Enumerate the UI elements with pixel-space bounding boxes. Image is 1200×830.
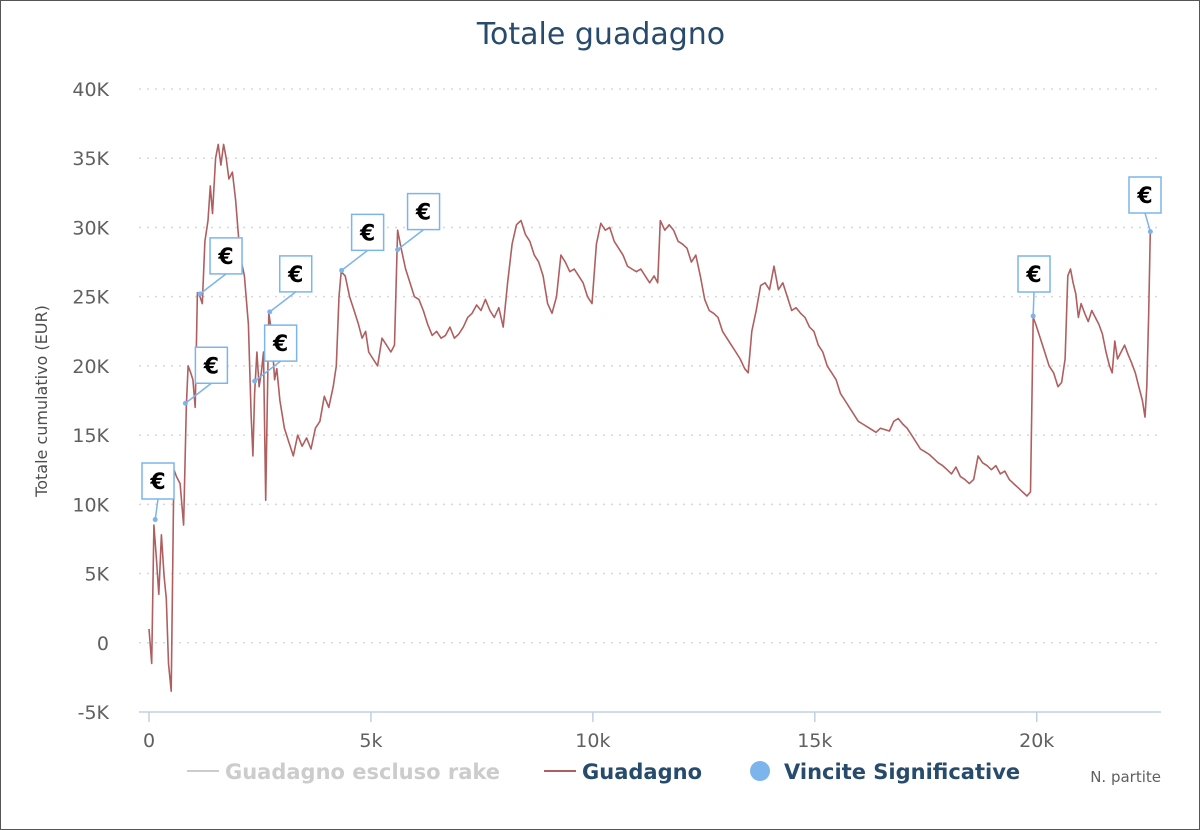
- flag-marker: [197, 291, 203, 297]
- y-tick-label: 5K: [84, 564, 109, 586]
- flag-connector: [1144, 212, 1152, 232]
- flag-box: [194, 346, 229, 385]
- flag-box: [406, 192, 441, 231]
- flag-connector: [397, 229, 425, 251]
- flag-box: [1128, 176, 1162, 214]
- flag-euro-label: €: [203, 354, 219, 379]
- flag-euro-label: €: [217, 245, 233, 270]
- x-tick-label: 10k: [575, 730, 610, 752]
- x-tick-label: 0: [143, 730, 155, 752]
- flag-connector: [1032, 291, 1035, 317]
- flag-connector: [154, 498, 159, 520]
- flag-marker: [152, 517, 158, 523]
- legend-item-label: Vincite Significative: [784, 760, 1020, 784]
- chart-title: Totale guadagno: [476, 17, 725, 52]
- flag-marker: [252, 378, 258, 384]
- flag-euro-label: €: [272, 332, 288, 357]
- legend-item-label: Guadagno escluso rake: [225, 760, 500, 784]
- flag-connector: [269, 291, 297, 313]
- flag-euro-label: €: [287, 263, 303, 288]
- flag-box: [263, 324, 298, 362]
- flag-box: [141, 462, 175, 500]
- y-tick-label: 25K: [72, 287, 109, 309]
- flag-connector: [254, 360, 282, 382]
- x-axis: 0 5k 10k 15k 20k: [139, 711, 1161, 752]
- grid-lines: [139, 88, 1161, 644]
- legend-marker-symbol: [750, 761, 771, 781]
- flags-layer: € € € € € € € € €: [141, 176, 1162, 523]
- y-tick-label: 20K: [72, 356, 109, 378]
- y-tick-label: 30K: [72, 217, 109, 239]
- x-axis-label: N. partite: [1090, 768, 1161, 786]
- x-tick-label: 15k: [797, 730, 832, 752]
- series-layer: [148, 143, 1152, 692]
- flag-marker: [267, 309, 273, 315]
- flag-marker: [1030, 313, 1036, 319]
- y-tick-label: 40K: [72, 79, 109, 101]
- flag-connector: [184, 382, 212, 404]
- flag-marker: [1147, 229, 1153, 235]
- flag-marker: [182, 400, 188, 406]
- flag-connector: [341, 249, 369, 271]
- legend: Guadagno escluso rake Guadagno Vincite Sig…: [187, 760, 1020, 784]
- y-tick-label: 15K: [72, 425, 109, 447]
- x-tick-label: 20k: [1019, 730, 1054, 752]
- y-tick-label: 0: [97, 633, 109, 655]
- y-tick-label: 35K: [72, 148, 109, 170]
- flag-euro-label: €: [1136, 184, 1152, 209]
- flag-box: [350, 213, 385, 252]
- legend-item-label: Guadagno: [582, 760, 702, 784]
- flag-euro-label: €: [415, 201, 431, 226]
- flag-marker: [395, 247, 401, 253]
- flag-euro-label: €: [1025, 263, 1041, 288]
- y-tick-label: 10K: [72, 494, 109, 516]
- flag-box: [278, 255, 313, 293]
- y-axis-ticks: -5K 0 5K 10K 15K 20K 25K 30K 35K 40K: [72, 79, 109, 724]
- flag-euro-label: €: [359, 221, 375, 246]
- flag-euro-label: €: [149, 470, 165, 495]
- y-axis-label: Totale cumulativo (EUR): [32, 305, 51, 498]
- series-line-guadagno: [148, 143, 1152, 692]
- flag-box: [209, 237, 243, 275]
- flag-box: [1017, 255, 1051, 293]
- flag-connector: [199, 273, 227, 295]
- x-tick-label: 5k: [359, 730, 382, 752]
- y-tick-label: -5K: [78, 702, 110, 724]
- flag-marker: [339, 267, 345, 273]
